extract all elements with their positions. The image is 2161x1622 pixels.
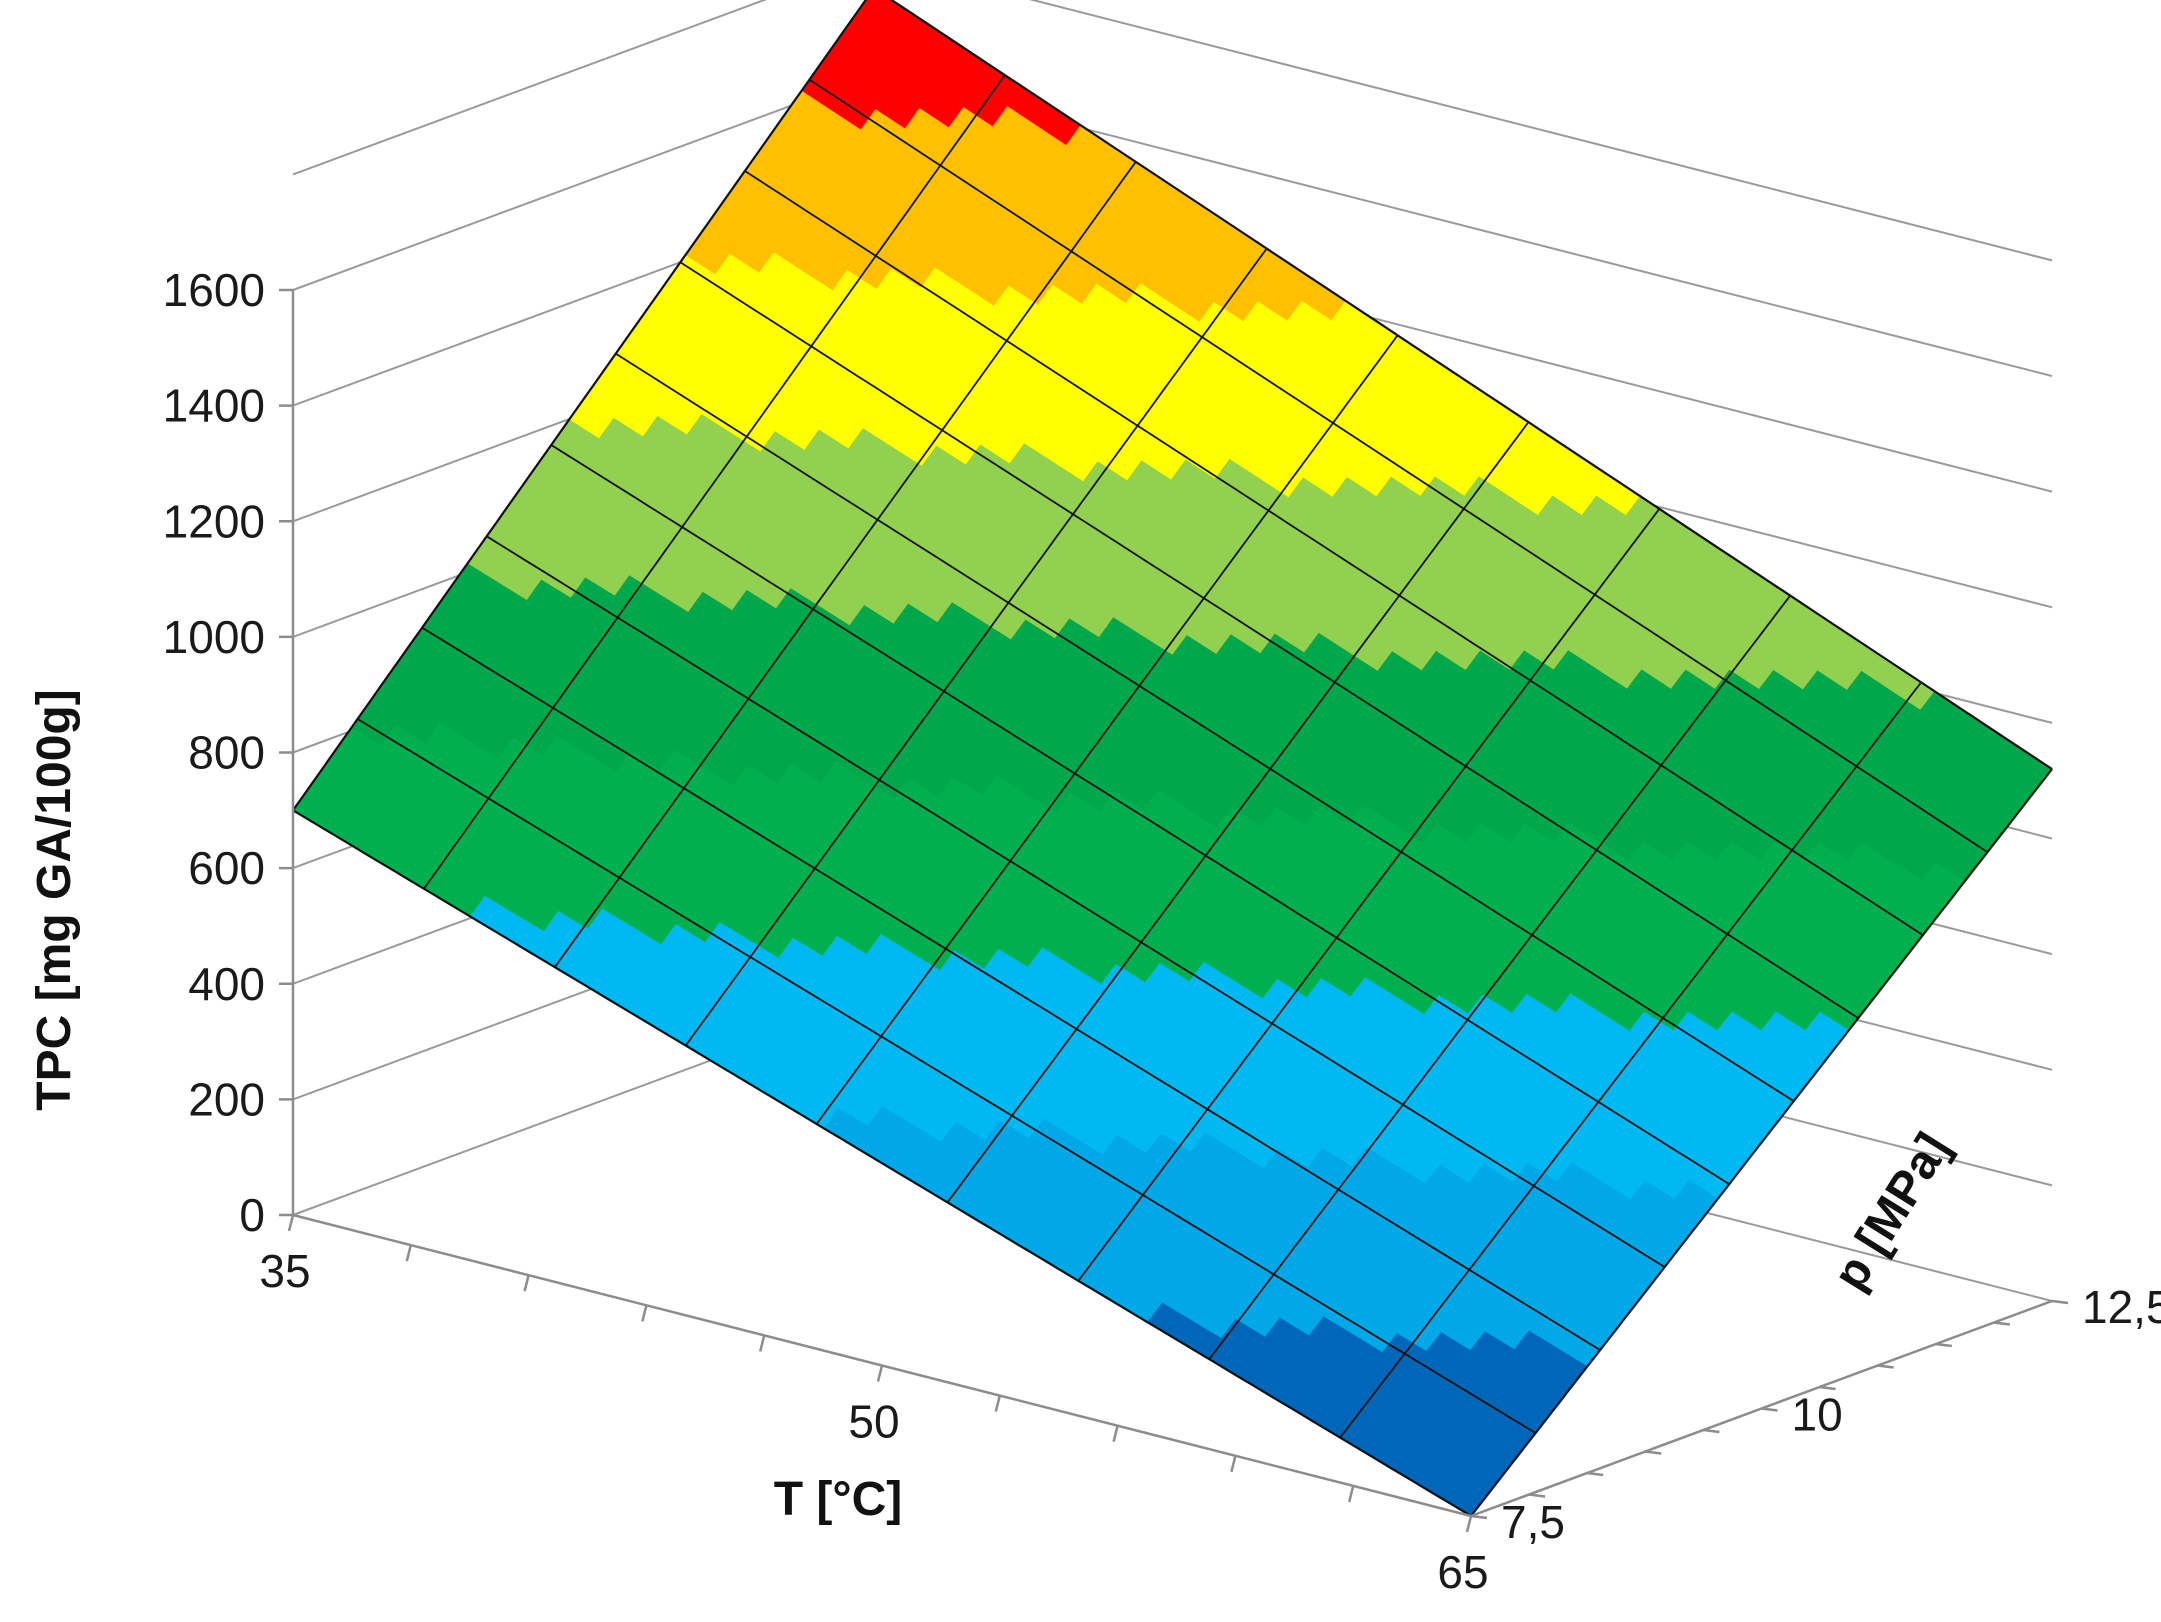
- x-tick-mark: [287, 1214, 295, 1232]
- x-tick-mark: [1112, 1425, 1119, 1443]
- y-tick-mark: [1877, 1364, 1894, 1369]
- response-surface: [292, 0, 2053, 1517]
- x-tick-mark: [523, 1274, 530, 1292]
- x-axis-title: T [°C]: [774, 1473, 902, 1526]
- z-tick-label: 1000: [163, 611, 265, 663]
- z-tick-label: 600: [188, 842, 265, 894]
- z-axis-title: TPC [mg GA/100g]: [28, 689, 81, 1110]
- mesh-line-t: [1077, 508, 1661, 1282]
- mesh-line-t: [946, 421, 1530, 1203]
- x-tick-label: 35: [259, 1245, 310, 1297]
- x-tick-mark: [1230, 1455, 1237, 1473]
- mesh-line-p: [744, 170, 1924, 936]
- mesh-line-p: [808, 78, 1988, 853]
- y-tick-mark: [1935, 1342, 1952, 1348]
- mesh-line-t: [554, 161, 1137, 968]
- y-tick-label: 12,5: [2082, 1281, 2161, 1333]
- mesh-line-p: [889, 0, 2053, 771]
- mesh-line-t: [684, 248, 1268, 1047]
- y-tick-mark: [1528, 1493, 1546, 1498]
- z-tick-label: 1400: [163, 380, 265, 432]
- z-tick-label: 200: [188, 1073, 265, 1125]
- x-tick-label: 65: [1437, 1546, 1488, 1598]
- mesh-line-t: [1470, 768, 2053, 1517]
- mesh-line-t: [1339, 681, 1922, 1439]
- mesh-line-t: [1208, 595, 1791, 1360]
- x-tick-mark: [405, 1244, 413, 1262]
- y-tick-mark: [1819, 1385, 1836, 1391]
- x-tick-label: 50: [848, 1396, 899, 1448]
- y-tick-mark: [1703, 1428, 1720, 1434]
- z-tick-label: 1600: [163, 264, 265, 316]
- x-tick-mark: [1347, 1485, 1355, 1503]
- y-tick-mark: [1993, 1321, 2011, 1326]
- mesh-line-p: [486, 535, 1666, 1268]
- x-tick-mark: [994, 1395, 1002, 1412]
- y-tick-label: 10: [1792, 1389, 1843, 1441]
- mesh-line-p: [679, 261, 1859, 1019]
- z-tick-label: 800: [188, 727, 265, 779]
- mesh-line-p: [615, 352, 1795, 1102]
- mesh-line-p: [292, 809, 1472, 1517]
- z-tick-label: 400: [188, 958, 265, 1010]
- y-tick-mark: [1645, 1450, 1662, 1455]
- z-tick-label: 1200: [163, 495, 265, 547]
- mesh-line-t: [815, 334, 1399, 1125]
- y-tick-label: 7,5: [1501, 1496, 1565, 1548]
- mesh-line-p: [357, 718, 1537, 1434]
- mesh-line-p: [421, 626, 1601, 1351]
- axes: [279, 288, 2069, 1533]
- y-tick-mark: [1470, 1514, 1488, 1520]
- x-tick-mark: [1465, 1515, 1473, 1533]
- mesh-line-p: [550, 444, 1730, 1185]
- y-tick-mark: [2051, 1299, 2069, 1305]
- x-tick-mark: [876, 1365, 884, 1382]
- x-tick-mark: [758, 1335, 766, 1352]
- mesh-line-t: [292, 0, 868, 811]
- x-tick-mark: [641, 1304, 648, 1322]
- y-tick-mark: [1587, 1471, 1604, 1477]
- y-tick-mark: [1761, 1407, 1778, 1412]
- mesh-line-t: [423, 74, 1006, 890]
- z-tick-label: 0: [239, 1189, 265, 1241]
- gridline-z-1800: [292, 0, 2053, 262]
- tick-labels: 0 200 400 600 800 1000 1200 1400 1600 35 50 657,5 10…: [163, 264, 2161, 1598]
